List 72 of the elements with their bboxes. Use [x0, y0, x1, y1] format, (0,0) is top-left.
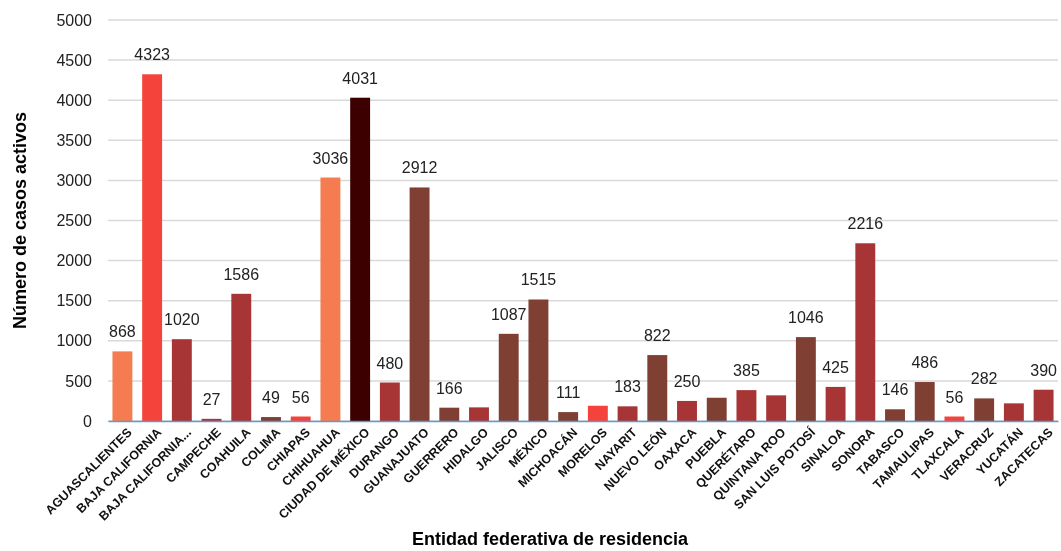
bar: [171, 339, 192, 421]
bar: [350, 97, 371, 421]
bar: [855, 243, 876, 421]
data-label: 56: [291, 388, 310, 406]
data-label: 1020: [164, 311, 200, 329]
bar: [231, 293, 252, 421]
y-tick-label: 2500: [56, 212, 93, 230]
y-tick-label: 3500: [56, 131, 93, 149]
x-axis-title: Entidad federativa de residencia: [411, 529, 690, 549]
data-label: 4323: [134, 46, 171, 64]
data-label: 425: [822, 358, 850, 376]
data-label: 868: [109, 323, 136, 341]
data-label: 166: [435, 379, 463, 397]
bar: [885, 409, 905, 421]
bar: [142, 74, 163, 421]
y-tick-label: 1000: [56, 332, 93, 350]
bar: [320, 177, 341, 421]
data-label: 1515: [520, 271, 557, 289]
bar: [736, 390, 757, 421]
data-label: 1087: [490, 305, 527, 323]
data-label: 1046: [788, 309, 824, 327]
data-label: 385: [733, 362, 760, 380]
y-axis-title: Número de casos activos: [10, 111, 30, 330]
bar: [974, 398, 995, 421]
data-label: 390: [1030, 361, 1058, 379]
bar: [439, 407, 460, 421]
bar: [617, 406, 638, 421]
bar: [944, 416, 965, 421]
bar: [409, 187, 430, 421]
y-tick-label: 0: [83, 412, 93, 430]
y-tick-label: 3000: [56, 172, 93, 190]
bar: [558, 412, 579, 421]
y-tick-label: 4500: [56, 51, 93, 69]
data-label: 250: [673, 372, 701, 390]
data-label: 146: [881, 381, 909, 399]
data-label: 111: [555, 384, 581, 402]
data-label: 49: [262, 389, 280, 407]
data-label: 27: [202, 390, 221, 408]
bar: [528, 299, 549, 421]
bar: [469, 407, 489, 421]
data-label: 1586: [223, 265, 260, 283]
bar: [795, 337, 816, 421]
bar: [290, 416, 311, 421]
data-label: 486: [911, 354, 939, 372]
bar: [647, 355, 668, 421]
bar: [1033, 389, 1054, 421]
y-tick-label: 2000: [56, 252, 93, 270]
bar: [677, 400, 697, 421]
y-tick-label: 500: [65, 372, 93, 390]
data-label: 2216: [847, 215, 884, 233]
data-label: 2912: [401, 159, 438, 177]
bar: [379, 382, 400, 421]
bar: [1003, 403, 1024, 421]
y-tick-label: 1500: [56, 292, 93, 310]
data-label: 56: [945, 388, 964, 406]
bar: [766, 395, 787, 421]
bar: [112, 351, 133, 421]
bar: [261, 417, 281, 421]
bar: [914, 382, 935, 421]
data-label: 480: [376, 354, 404, 372]
data-label: 4031: [342, 69, 379, 87]
bar: [498, 333, 519, 421]
bar: [201, 418, 222, 421]
data-label: 822: [643, 327, 671, 345]
data-label: 3036: [312, 149, 349, 167]
y-tick-label: 4000: [56, 91, 93, 109]
bar: [587, 405, 608, 421]
data-label: 183: [614, 378, 642, 396]
y-tick-label: 5000: [56, 11, 93, 29]
bar: [825, 386, 846, 421]
bar: [706, 397, 727, 421]
data-label: 282: [970, 370, 998, 388]
